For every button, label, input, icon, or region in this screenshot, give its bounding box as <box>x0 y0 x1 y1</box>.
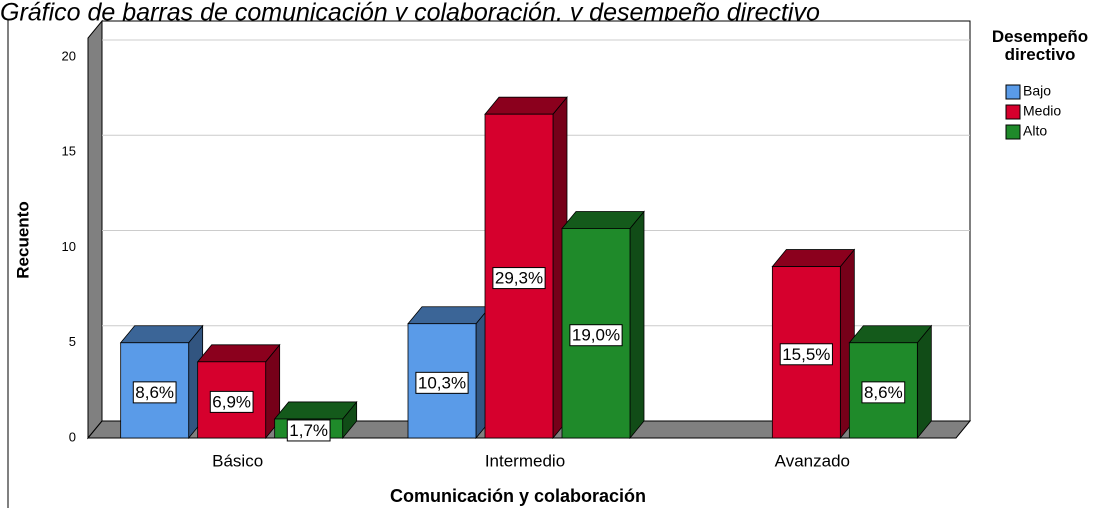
legend-label: Bajo <box>1023 83 1051 99</box>
value-label-box <box>779 343 833 366</box>
value-label: 19,0% <box>572 326 620 345</box>
x-axis-title: Comunicación y colaboración <box>390 486 646 506</box>
bar-top <box>771 249 856 267</box>
legend-label: Medio <box>1023 103 1061 119</box>
y-tick-label: 0 <box>69 429 76 444</box>
bar-top <box>561 211 645 229</box>
x-tick-label: Básico <box>212 451 263 470</box>
x-tick-label: Intermedio <box>485 451 565 470</box>
value-label-box <box>861 381 906 404</box>
y-tick-label: 10 <box>62 239 76 254</box>
y-axis-title: Recuento <box>13 201 32 278</box>
legend-swatch <box>1005 104 1021 120</box>
bar-top <box>119 325 204 344</box>
value-label-box <box>415 371 469 394</box>
bar-top <box>196 344 281 363</box>
x-tick-label: Avanzado <box>775 451 850 470</box>
value-label-box <box>286 419 331 442</box>
value-label-box <box>569 324 623 347</box>
value-label: 8,6% <box>135 383 174 402</box>
value-label-box <box>209 390 254 413</box>
legend-label: Alto <box>1023 123 1047 139</box>
value-label: 6,9% <box>212 392 251 411</box>
legend-swatch <box>1005 84 1021 100</box>
bar-top <box>273 401 358 420</box>
legend-title: Desempeño directivo <box>991 27 1089 64</box>
value-label: 1,7% <box>289 421 328 440</box>
bar-side <box>916 324 932 440</box>
left-wall <box>87 19 103 440</box>
y-tick-label: 20 <box>62 48 76 63</box>
legend-swatch <box>1005 124 1021 140</box>
y-tick-label: 5 <box>69 334 76 349</box>
value-label-box <box>132 381 177 404</box>
value-label: 29,3% <box>495 269 543 288</box>
value-label: 15,5% <box>782 345 830 364</box>
bar-top <box>848 325 933 344</box>
value-label-box <box>492 267 546 290</box>
bar-side <box>629 210 645 440</box>
bar-top <box>484 96 568 115</box>
value-label: 10,3% <box>418 373 466 392</box>
y-tick-label: 15 <box>62 144 76 159</box>
bar-top <box>407 306 491 325</box>
value-label: 8,6% <box>864 383 903 402</box>
